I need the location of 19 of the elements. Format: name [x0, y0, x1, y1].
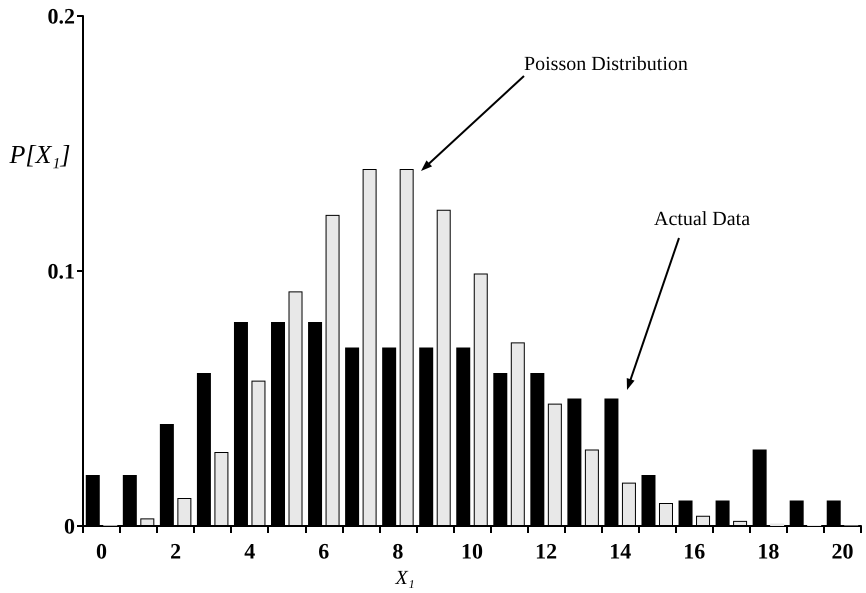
x-tick-label: 6 — [318, 538, 330, 564]
x-tick-label: 12 — [535, 538, 558, 564]
y-tick-label: 0.2 — [48, 4, 75, 28]
bar — [770, 523, 784, 526]
x-tick-label: 4 — [244, 538, 256, 564]
annotation: Poisson Distribution — [524, 52, 688, 76]
x-axis-title: X₁ — [396, 566, 415, 590]
x-tick-label: 20 — [831, 538, 854, 564]
x-tick-label: 10 — [461, 538, 483, 564]
x-tick-label: 8 — [392, 538, 404, 564]
x-tick-label: 0 — [96, 538, 108, 564]
x-tick-label: 14 — [609, 538, 632, 564]
y-axis-title: P[X₁] — [10, 140, 71, 170]
x-tick-label: 2 — [170, 538, 182, 564]
y-tick-label: 0 — [64, 514, 75, 538]
annotation: Actual Data — [654, 208, 750, 230]
y-tick-label: 0.1 — [48, 258, 75, 284]
x-tick-label: 18 — [757, 538, 780, 564]
x-tick-label: 16 — [683, 538, 706, 564]
